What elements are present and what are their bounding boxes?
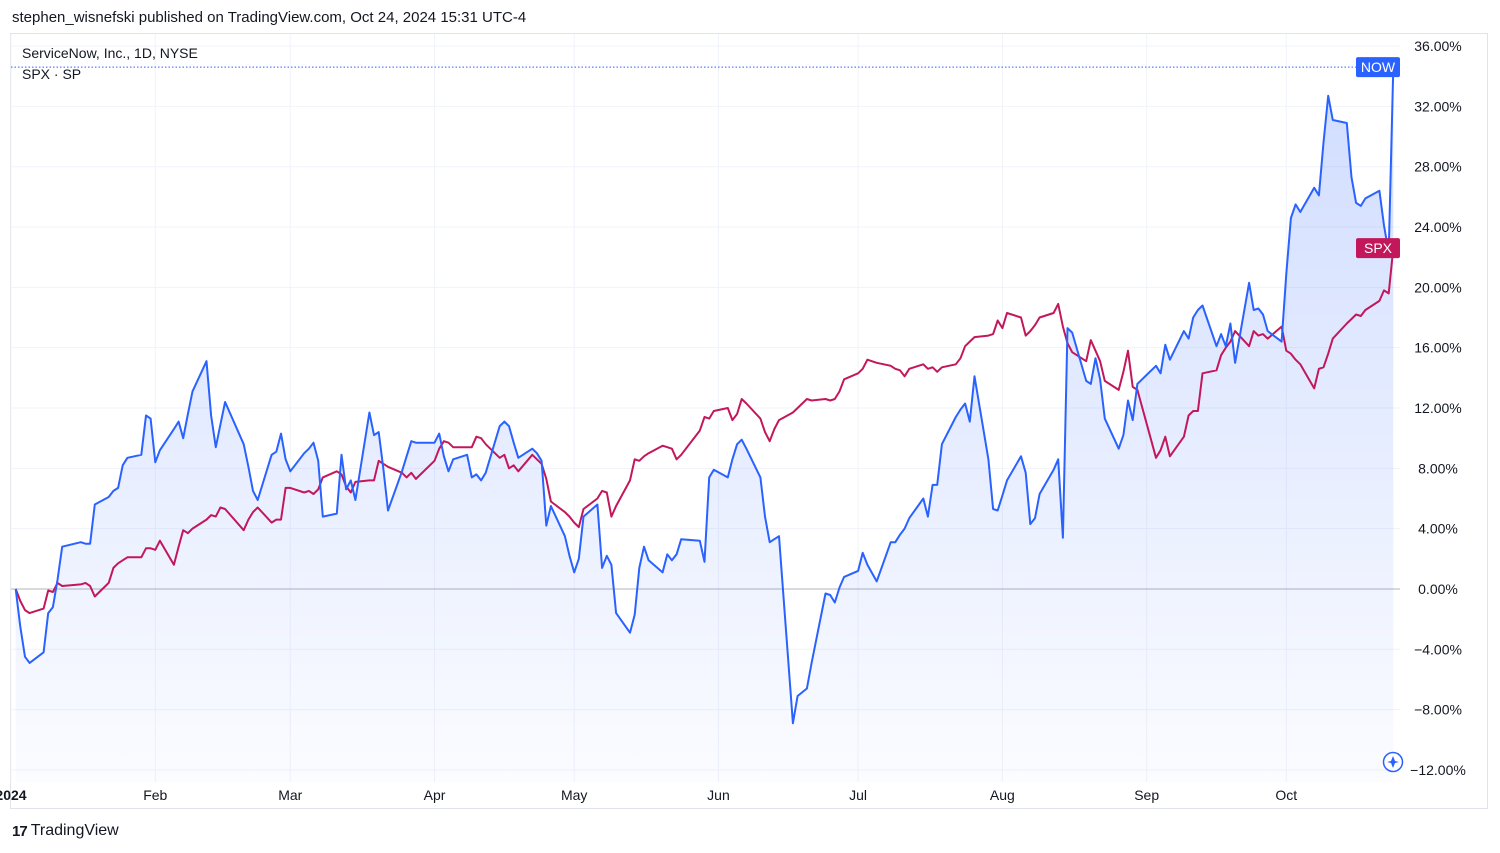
sparkle-icon	[1387, 756, 1399, 768]
x-axis-tick-label: Sep	[1134, 787, 1159, 803]
y-axis-tick-label: 8.00%	[1418, 460, 1458, 476]
x-axis-tick-label: Feb	[143, 787, 167, 803]
now-badge	[1356, 57, 1400, 78]
now-badge-label: NOW	[1361, 59, 1396, 75]
y-axis-tick-label: 4.00%	[1418, 521, 1458, 537]
x-axis-tick-label: Apr	[424, 787, 446, 803]
y-axis-tick-label: 36.00%	[1414, 38, 1461, 54]
legend: ServiceNow, Inc., 1D, NYSE SPX · SP	[22, 43, 198, 85]
y-axis-tick-label: 20.00%	[1414, 279, 1461, 295]
x-axis-tick-label: Jul	[849, 787, 867, 803]
x-axis-tick-label: May	[561, 787, 587, 803]
y-axis-tick-label: −12.00%	[1410, 762, 1466, 778]
legend-main-symbol[interactable]: ServiceNow, Inc., 1D, NYSE	[22, 45, 198, 61]
legend-compare-symbol[interactable]: SPX · SP	[22, 66, 82, 82]
x-axis-tick-label: Mar	[278, 787, 302, 803]
tradingview-logo-icon: 17	[12, 822, 28, 840]
x-axis-tick-label: 2024	[0, 787, 27, 803]
spx-series-line[interactable]	[14, 247, 1395, 615]
now-area-fill	[15, 67, 1394, 782]
now-series-line[interactable]	[14, 67, 1395, 725]
y-axis-tick-label: 12.00%	[1414, 400, 1461, 416]
publisher-line: stephen_wisnefski published on TradingVi…	[12, 9, 527, 26]
y-axis-tick-label: 24.00%	[1414, 219, 1461, 235]
y-axis-tick-label: −8.00%	[1414, 702, 1462, 718]
y-axis-tick-label: 28.00%	[1414, 159, 1461, 175]
y-axis-tick-label: 16.00%	[1414, 340, 1461, 356]
tradingview-brand-label: TradingView	[30, 822, 119, 839]
spx-badge-label: SPX	[1364, 240, 1393, 256]
spx-badge	[1356, 238, 1400, 259]
tradingview-logo[interactable]: 17 TradingView	[12, 822, 119, 840]
x-axis-tick-label: Jun	[707, 787, 730, 803]
x-axis-tick-label: Aug	[990, 787, 1015, 803]
y-axis-tick-label: 32.00%	[1414, 98, 1461, 114]
x-axis-tick-label: Oct	[1275, 787, 1297, 803]
y-axis-tick-label: 0.00%	[1418, 581, 1458, 597]
y-axis-tick-label: −4.00%	[1414, 641, 1462, 657]
